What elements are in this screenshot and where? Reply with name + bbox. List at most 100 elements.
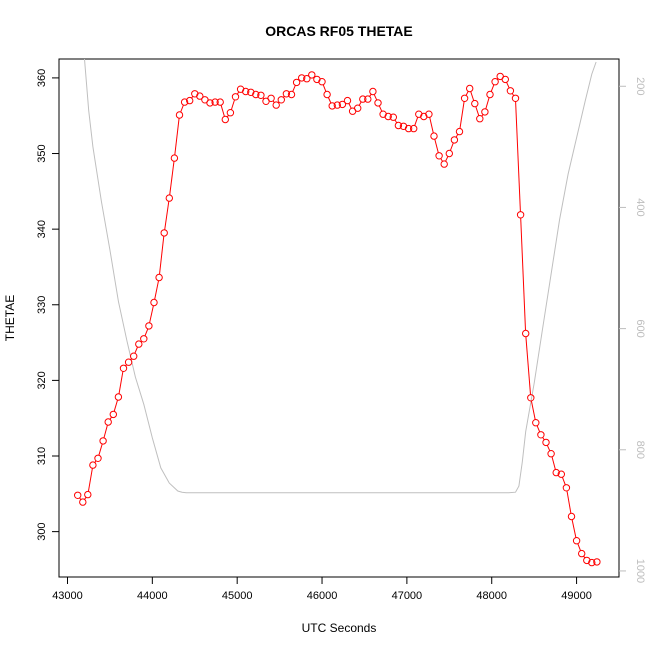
thetae-segment <box>180 104 184 113</box>
x-tick-label: 46000 <box>307 590 338 602</box>
thetae-segment <box>164 201 170 230</box>
thetae-point <box>338 100 347 109</box>
thetae-point <box>333 101 341 109</box>
thetae-point <box>572 537 581 545</box>
thetae-segment <box>566 490 572 514</box>
thetae-point <box>506 87 515 95</box>
thetae-point <box>247 88 255 97</box>
thetae-point <box>343 96 352 105</box>
thetae-point <box>430 132 438 140</box>
thetae-segment <box>220 105 225 117</box>
thetae-segment <box>515 101 521 212</box>
thetae-point <box>445 149 453 158</box>
y-tick-label: 350 <box>36 144 48 162</box>
thetae-point <box>74 491 82 499</box>
pressure-line <box>84 58 597 494</box>
thetae-point <box>226 109 235 117</box>
thetae-segment <box>87 468 93 492</box>
y-tick-label: 340 <box>36 220 48 238</box>
thetae-point <box>242 87 250 96</box>
thetae-point <box>552 468 560 477</box>
thetae-point <box>140 335 148 343</box>
thetae-point <box>292 78 301 87</box>
thetae-point <box>440 160 448 168</box>
thetae-point <box>130 352 138 360</box>
thetae-point <box>196 92 204 100</box>
thetae-point <box>272 101 280 109</box>
y-axis-label: THETAE <box>3 295 17 341</box>
thetae-segment <box>506 82 510 89</box>
thetae-point <box>583 556 591 565</box>
thetae-segment <box>571 519 577 538</box>
thetae-point <box>99 437 107 445</box>
thetae-point <box>308 71 316 79</box>
thetae-point <box>532 419 540 427</box>
thetae-point <box>175 111 184 119</box>
thetae-point <box>145 322 153 330</box>
thetae-segment <box>459 101 465 129</box>
thetae-point <box>394 121 403 130</box>
thetae-segment <box>530 400 536 420</box>
thetae-point <box>455 127 464 136</box>
x-tick-label: 48000 <box>476 590 507 602</box>
thetae-point <box>354 104 362 112</box>
thetae-segment <box>103 424 108 438</box>
thetae-point <box>491 78 499 86</box>
y-tick-label: 320 <box>36 371 48 389</box>
thetae-point <box>135 340 143 348</box>
thetae-segment <box>520 217 526 331</box>
x-tick-label: 49000 <box>561 590 592 602</box>
x-tick-label: 45000 <box>222 590 253 602</box>
y-tick-label: 310 <box>36 447 48 465</box>
thetae-point <box>303 75 311 83</box>
thetae-segment <box>113 399 118 412</box>
thetae-point <box>476 115 484 123</box>
thetae-point <box>562 484 571 492</box>
chart-title: ORCAS RF05 THETAE <box>265 23 413 39</box>
thetae-point <box>435 152 443 160</box>
thetae-point <box>516 211 525 219</box>
thetae-point <box>486 90 494 99</box>
thetae-point <box>180 98 189 106</box>
thetae-segment <box>149 305 154 323</box>
thetae-point <box>211 98 219 106</box>
thetae-segment <box>449 142 454 151</box>
thetae-point <box>124 358 133 366</box>
thetae-point <box>79 498 87 506</box>
thetae-segment <box>378 105 383 112</box>
thetae-point <box>511 94 520 103</box>
thetae-point <box>170 154 179 162</box>
thetae-point <box>206 99 214 107</box>
thetae-segment <box>465 91 469 96</box>
thetae-segment <box>358 101 362 106</box>
thetae-point <box>557 470 565 478</box>
thetae-point <box>481 108 489 116</box>
thetae-point <box>119 364 128 372</box>
x-tick-label: 44000 <box>137 590 168 602</box>
thetae-segment <box>445 156 449 162</box>
thetae-segment <box>322 84 327 92</box>
thetae-segment <box>536 425 541 433</box>
y2-tick-label: 800 <box>634 441 646 459</box>
thetae-segment <box>292 85 296 92</box>
thetae-point <box>471 99 479 108</box>
thetae-point <box>364 95 372 103</box>
thetae-segment <box>470 91 475 101</box>
thetae-point <box>257 91 265 100</box>
thetae-point <box>450 136 459 144</box>
thetae-point <box>94 454 102 462</box>
thetae-segment <box>394 119 398 124</box>
thetae-point <box>384 112 392 121</box>
thetae-point <box>252 90 260 99</box>
x-axis-label: UTC Seconds <box>302 621 377 635</box>
thetae-segment <box>414 117 419 126</box>
thetae-segment <box>327 97 332 104</box>
thetae-point <box>298 74 306 82</box>
thetae-point <box>114 393 123 401</box>
y-tick-label: 330 <box>36 296 48 314</box>
thetae-point <box>567 512 576 521</box>
thetae-point <box>277 96 285 104</box>
thetae-point <box>527 394 535 402</box>
thetae-point <box>374 99 382 107</box>
thetae-point <box>460 94 469 103</box>
